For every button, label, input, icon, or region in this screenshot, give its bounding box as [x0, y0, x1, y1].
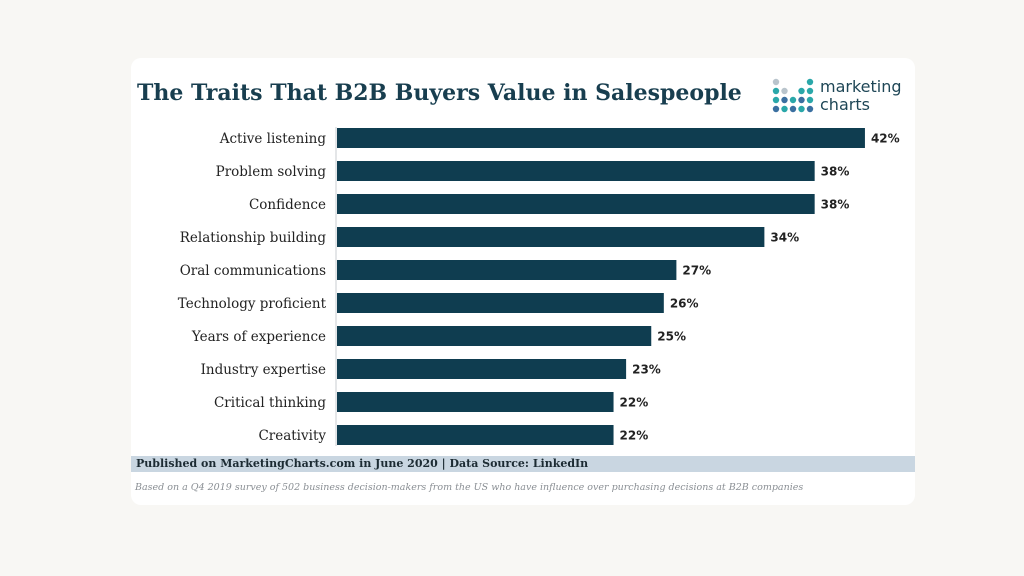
category-label: Industry expertise	[201, 362, 326, 378]
value-label: 23%	[632, 363, 661, 377]
logo-dot	[789, 96, 797, 104]
logo-dot	[789, 105, 797, 113]
methodology-note: Based on a Q4 2019 survey of 502 busines…	[135, 482, 804, 493]
category-label: Critical thinking	[214, 395, 326, 411]
value-label: 34%	[770, 231, 799, 245]
marketingcharts-logo: marketing charts	[772, 76, 912, 118]
dot-matrix-logo-icon	[772, 78, 814, 113]
logo-line-1: marketing	[820, 77, 902, 96]
logo-dot	[806, 96, 814, 104]
logo-dot	[806, 105, 814, 113]
bar	[337, 260, 677, 280]
logo-dot	[772, 78, 780, 86]
logo-wordmark: marketing charts	[820, 78, 902, 114]
bar	[337, 392, 614, 412]
value-label: 25%	[657, 330, 686, 344]
category-label: Oral communications	[180, 263, 326, 279]
logo-dot	[798, 87, 805, 95]
source-text: Published on MarketingCharts.com in June…	[136, 457, 589, 470]
bar	[337, 326, 652, 346]
category-label: Active listening	[219, 131, 327, 147]
logo-dot	[772, 87, 780, 95]
value-label: 22%	[620, 396, 649, 410]
bar	[337, 359, 627, 379]
logo-dot	[781, 96, 788, 104]
logo-dot	[772, 96, 780, 104]
category-label: Years of experience	[191, 329, 326, 345]
source-bar: Published on MarketingCharts.com in June…	[131, 456, 915, 472]
logo-dot	[806, 87, 814, 95]
logo-dot	[798, 96, 805, 104]
bar	[337, 293, 664, 313]
bar	[337, 425, 614, 445]
bar	[337, 227, 765, 247]
category-label: Confidence	[249, 197, 326, 213]
logo-dot	[781, 87, 788, 95]
logo-dot	[806, 78, 814, 86]
category-label: Technology proficient	[178, 296, 327, 312]
category-label: Creativity	[258, 428, 326, 444]
value-label: 42%	[871, 132, 900, 146]
chart-title: The Traits That B2B Buyers Value in Sale…	[137, 80, 742, 106]
value-label: 38%	[821, 165, 850, 179]
value-label: 22%	[620, 429, 649, 443]
bar	[337, 161, 815, 181]
bar	[337, 194, 815, 214]
logo-dot	[781, 105, 788, 113]
category-label: Problem solving	[216, 164, 327, 180]
category-label: Relationship building	[180, 230, 327, 246]
logo-dot	[772, 105, 780, 113]
value-label: 27%	[682, 264, 711, 278]
value-label: 38%	[821, 198, 850, 212]
bar	[337, 128, 865, 148]
logo-line-2: charts	[820, 95, 870, 114]
logo-dot	[798, 105, 805, 113]
value-label: 26%	[670, 297, 699, 311]
